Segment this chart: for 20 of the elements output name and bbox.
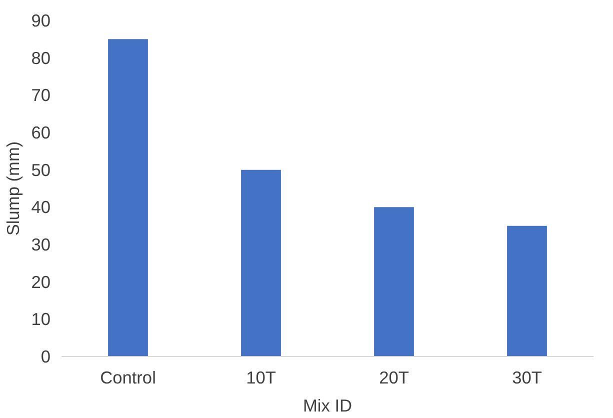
x-tick-label: 20T (379, 368, 410, 388)
y-tick-label: 30 (31, 234, 51, 254)
x-axis-title: Mix ID (302, 396, 352, 416)
bar (374, 207, 414, 356)
y-tick-label: 20 (31, 272, 51, 292)
y-tick-label: 70 (31, 85, 51, 106)
bar (241, 170, 281, 356)
y-tick-label: 60 (31, 122, 51, 142)
y-tick-label: 10 (31, 309, 51, 330)
y-tick-label: 40 (31, 197, 51, 218)
bar (108, 39, 148, 356)
bar (507, 226, 547, 356)
y-tick-label: 50 (31, 160, 51, 180)
x-tick-label: 10T (246, 368, 276, 388)
y-tick-label: 90 (31, 10, 51, 30)
y-tick-label: 80 (31, 48, 51, 68)
y-axis-title: Slump (mm) (3, 141, 24, 236)
y-tick-label: 0 (40, 346, 51, 366)
x-tick-label: 30T (512, 368, 542, 388)
x-tick-label: Control (100, 368, 156, 388)
